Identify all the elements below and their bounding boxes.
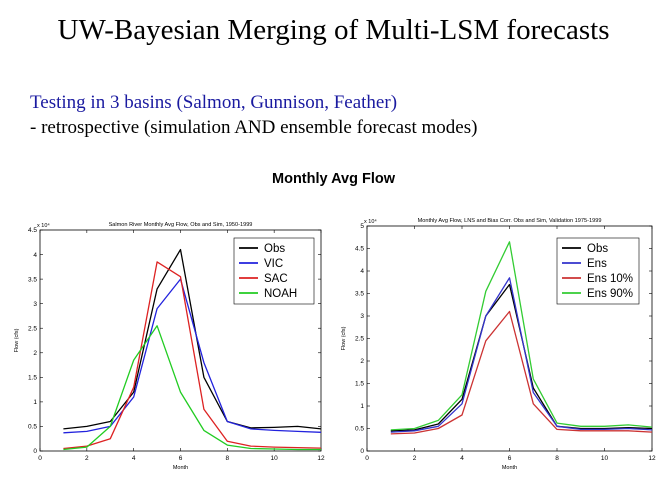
x-tick-label: 0 bbox=[365, 455, 369, 462]
series-line-obs bbox=[63, 248, 322, 430]
x-tick-label: 4 bbox=[132, 455, 136, 462]
y-tick-label: 0 bbox=[360, 448, 364, 455]
y-tick-label: 2.5 bbox=[355, 336, 364, 343]
y-multiplier: x 10⁴ bbox=[37, 222, 50, 229]
series-line-noah bbox=[63, 325, 321, 451]
y-tick-label: 5 bbox=[360, 223, 364, 230]
y-multiplier: x 10⁴ bbox=[364, 218, 377, 225]
y-tick-label: 2 bbox=[360, 358, 364, 365]
x-axis-label: Month bbox=[173, 465, 188, 471]
x-tick-label: 10 bbox=[271, 455, 279, 462]
slide-line-modes: - retrospective (simulation AND ensemble… bbox=[30, 117, 478, 138]
x-tick-label: 2 bbox=[85, 455, 89, 462]
slide-title: UW-Bayesian Merging of Multi-LSM forecas… bbox=[57, 14, 610, 46]
series-line-ens-10- bbox=[390, 310, 653, 435]
legend-label: Ens 10% bbox=[587, 273, 633, 285]
slide-subtitle: Monthly Avg Flow bbox=[272, 171, 395, 187]
y-tick-label: 2 bbox=[33, 350, 37, 357]
y-tick-label: 3.5 bbox=[28, 276, 37, 283]
x-tick-label: 6 bbox=[508, 455, 512, 462]
legend-label: NOAH bbox=[264, 288, 297, 300]
y-tick-label: 0 bbox=[33, 448, 37, 455]
legend-label: VIC bbox=[264, 258, 283, 270]
x-tick-label: 10 bbox=[601, 455, 609, 462]
y-tick-label: 4 bbox=[33, 252, 37, 259]
x-tick-label: 12 bbox=[317, 455, 325, 462]
legend-label: SAC bbox=[264, 273, 288, 285]
x-tick-label: 8 bbox=[555, 455, 559, 462]
y-tick-label: 1 bbox=[33, 399, 37, 406]
y-tick-label: 2.5 bbox=[28, 325, 37, 332]
series-line-sac bbox=[63, 261, 322, 450]
x-axis-label: Month bbox=[502, 465, 517, 471]
y-tick-label: 3.5 bbox=[355, 291, 364, 298]
legend-label: Ens 90% bbox=[587, 288, 633, 300]
legend-label: Obs bbox=[264, 243, 285, 255]
y-tick-label: 4.5 bbox=[28, 227, 37, 234]
y-tick-label: 0.5 bbox=[28, 424, 37, 431]
y-tick-label: 1.5 bbox=[355, 381, 364, 388]
series-line-vic bbox=[63, 278, 322, 434]
x-tick-label: 0 bbox=[38, 455, 42, 462]
chart-title: Monthly Avg Flow, LNS and Bias Corr. Obs… bbox=[418, 218, 602, 224]
series-line-ens bbox=[390, 277, 653, 433]
chart-title: Salmon River Monthly Avg Flow, Obs and S… bbox=[109, 222, 253, 228]
y-axis-label: Flow (cfs) bbox=[341, 326, 347, 350]
slide-line-basins: Testing in 3 basins (Salmon, Gunnison, F… bbox=[30, 92, 398, 113]
x-tick-label: 6 bbox=[179, 455, 183, 462]
y-tick-label: 4 bbox=[360, 268, 364, 275]
x-tick-label: 2 bbox=[413, 455, 417, 462]
y-tick-label: 3 bbox=[360, 313, 364, 320]
x-tick-label: 12 bbox=[648, 455, 656, 462]
y-axis-label: Flow (cfs) bbox=[14, 328, 20, 352]
x-tick-label: 4 bbox=[460, 455, 464, 462]
y-tick-label: 4.5 bbox=[355, 246, 364, 253]
y-tick-label: 3 bbox=[33, 301, 37, 308]
legend-label: Ens bbox=[587, 258, 607, 270]
y-tick-label: 1 bbox=[360, 403, 364, 410]
series-line-ens-90- bbox=[390, 241, 653, 431]
y-tick-label: 0.5 bbox=[355, 426, 364, 433]
y-tick-label: 1.5 bbox=[28, 375, 37, 382]
legend-label: Obs bbox=[587, 243, 608, 255]
x-tick-label: 8 bbox=[226, 455, 230, 462]
